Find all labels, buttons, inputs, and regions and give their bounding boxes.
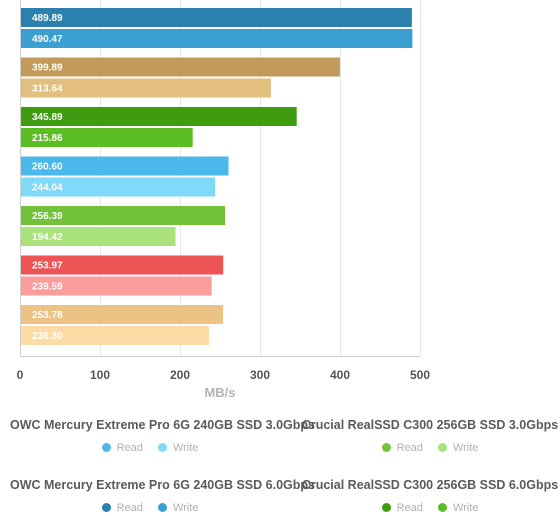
bars-group: 489.89 490.47 399.89 313.64 345.89 215.86 260.… (21, 8, 413, 345)
bar-value-label: 313.64 (32, 84, 63, 95)
write-swatch-icon (157, 443, 167, 452)
bar-value-label: 253.78 (32, 310, 63, 321)
read-swatch-icon (381, 443, 391, 452)
x-tick-label: 100 (90, 368, 110, 382)
bar-value-label: 253.97 (32, 261, 63, 272)
bar-value-label: 489.89 (32, 13, 63, 24)
bar-value-label: 236.30 (32, 331, 63, 342)
bar (21, 326, 210, 345)
legend-owc-6gbps: OWC Mercury Extreme Pro 6G 240GB SSD 6.0… (10, 478, 315, 514)
legend-item-write: Write (437, 502, 478, 514)
x-tick-label: 500 (410, 368, 430, 382)
bar (21, 128, 193, 147)
legend-title: Crucial RealSSD C300 256GB SSD 3.0Gbps (301, 418, 559, 432)
bar-value-label: 256.39 (32, 211, 63, 222)
x-axis-ticks: 0 100 200 300 400 500 (17, 368, 431, 382)
write-swatch-icon (437, 503, 447, 512)
legend-owc-3gbps: OWC Mercury Extreme Pro 6G 240GB SSD 3.0… (10, 418, 315, 454)
legend-item-write: Write (157, 442, 198, 454)
x-axis-label: MB/s (204, 385, 235, 400)
bar (21, 206, 226, 225)
x-tick-label: 300 (250, 368, 270, 382)
bar (21, 276, 212, 296)
bar-chart: 489.89 490.47 399.89 313.64 345.89 215.86 260.… (17, 0, 431, 400)
bar-value-label: 194.42 (32, 232, 63, 243)
x-tick-label: 0 (17, 368, 24, 382)
legend-item-write: Write (437, 442, 478, 454)
bar-value-label: 244.04 (32, 183, 63, 194)
legend-title: Crucial RealSSD C300 256GB SSD 6.0Gbps (301, 478, 559, 492)
bar (21, 107, 297, 126)
bar (21, 57, 340, 77)
bar-value-label: 239.59 (32, 282, 63, 293)
bar (21, 255, 224, 275)
bar-value-label: 345.89 (32, 112, 63, 123)
bar-value-label: 399.89 (32, 63, 63, 74)
legend-crucial-3gbps: Crucial RealSSD C300 256GB SSD 3.0Gbps R… (290, 418, 560, 454)
read-swatch-icon (101, 503, 111, 512)
legend-item-write: Write (157, 502, 198, 514)
bar (21, 305, 224, 324)
write-swatch-icon (437, 443, 447, 452)
x-tick-label: 200 (170, 368, 190, 382)
read-swatch-icon (101, 443, 111, 452)
legend-title: OWC Mercury Extreme Pro 6G 240GB SSD 6.0… (10, 478, 315, 492)
read-swatch-icon (381, 503, 391, 512)
bar-value-label: 260.60 (32, 162, 63, 173)
bar (21, 177, 216, 197)
legend-item-read: Read (381, 442, 423, 454)
bar-value-label: 215.86 (32, 133, 63, 144)
bar-value-label: 490.47 (32, 34, 63, 45)
legend-item-read: Read (101, 502, 143, 514)
bar (21, 78, 271, 98)
legend-title: OWC Mercury Extreme Pro 6G 240GB SSD 3.0… (10, 418, 315, 432)
write-swatch-icon (157, 503, 167, 512)
legend-item-read: Read (381, 502, 423, 514)
bar (21, 29, 413, 48)
legend-item-read: Read (101, 442, 143, 454)
bar (21, 156, 229, 176)
x-tick-label: 400 (330, 368, 350, 382)
legend-crucial-6gbps: Crucial RealSSD C300 256GB SSD 6.0Gbps R… (290, 478, 560, 514)
bar (21, 227, 176, 246)
bar (21, 8, 412, 27)
